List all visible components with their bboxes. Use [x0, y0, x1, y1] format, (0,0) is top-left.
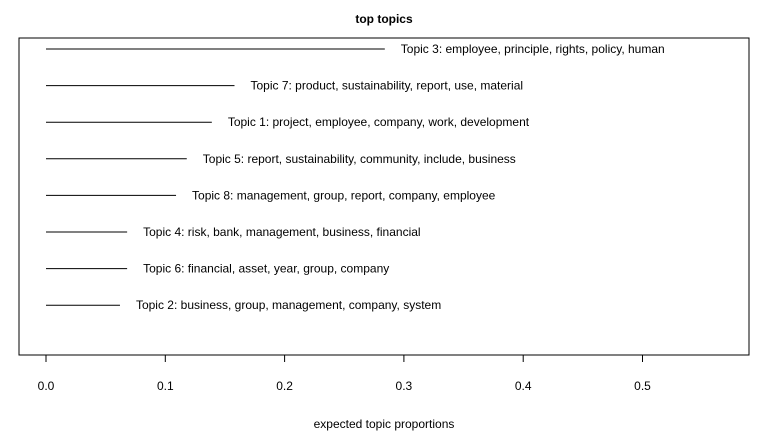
topic-label: Topic 2: business, group, management, co… [136, 298, 441, 312]
bars-layer [46, 48, 385, 306]
x-tick-label: 0.4 [515, 379, 532, 393]
x-tick-label: 0.0 [38, 379, 55, 393]
labels-layer: Topic 3: employee, principle, rights, po… [136, 42, 665, 312]
x-tick-label: 0.2 [276, 379, 293, 393]
topic-label: Topic 4: risk, bank, management, busines… [143, 225, 420, 239]
x-tick-label: 0.5 [634, 379, 651, 393]
topic-label: Topic 3: employee, principle, rights, po… [401, 42, 665, 56]
topic-label: Topic 5: report, sustainability, communi… [203, 152, 516, 166]
x-axis-label: expected topic proportions [314, 417, 455, 431]
topic-label: Topic 1: project, employee, company, wor… [228, 115, 530, 129]
x-axis-ticks: 0.0 0.1 0.2 0.3 0.4 0.5 [38, 355, 651, 393]
x-tick-label: 0.1 [157, 379, 174, 393]
x-tick-label: 0.3 [396, 379, 413, 393]
topic-label: Topic 7: product, sustainability, report… [250, 79, 523, 93]
chart-title: top topics [355, 12, 413, 26]
topic-label: Topic 8: management, group, report, comp… [192, 188, 496, 202]
topic-label: Topic 6: financial, asset, year, group, … [143, 262, 389, 276]
